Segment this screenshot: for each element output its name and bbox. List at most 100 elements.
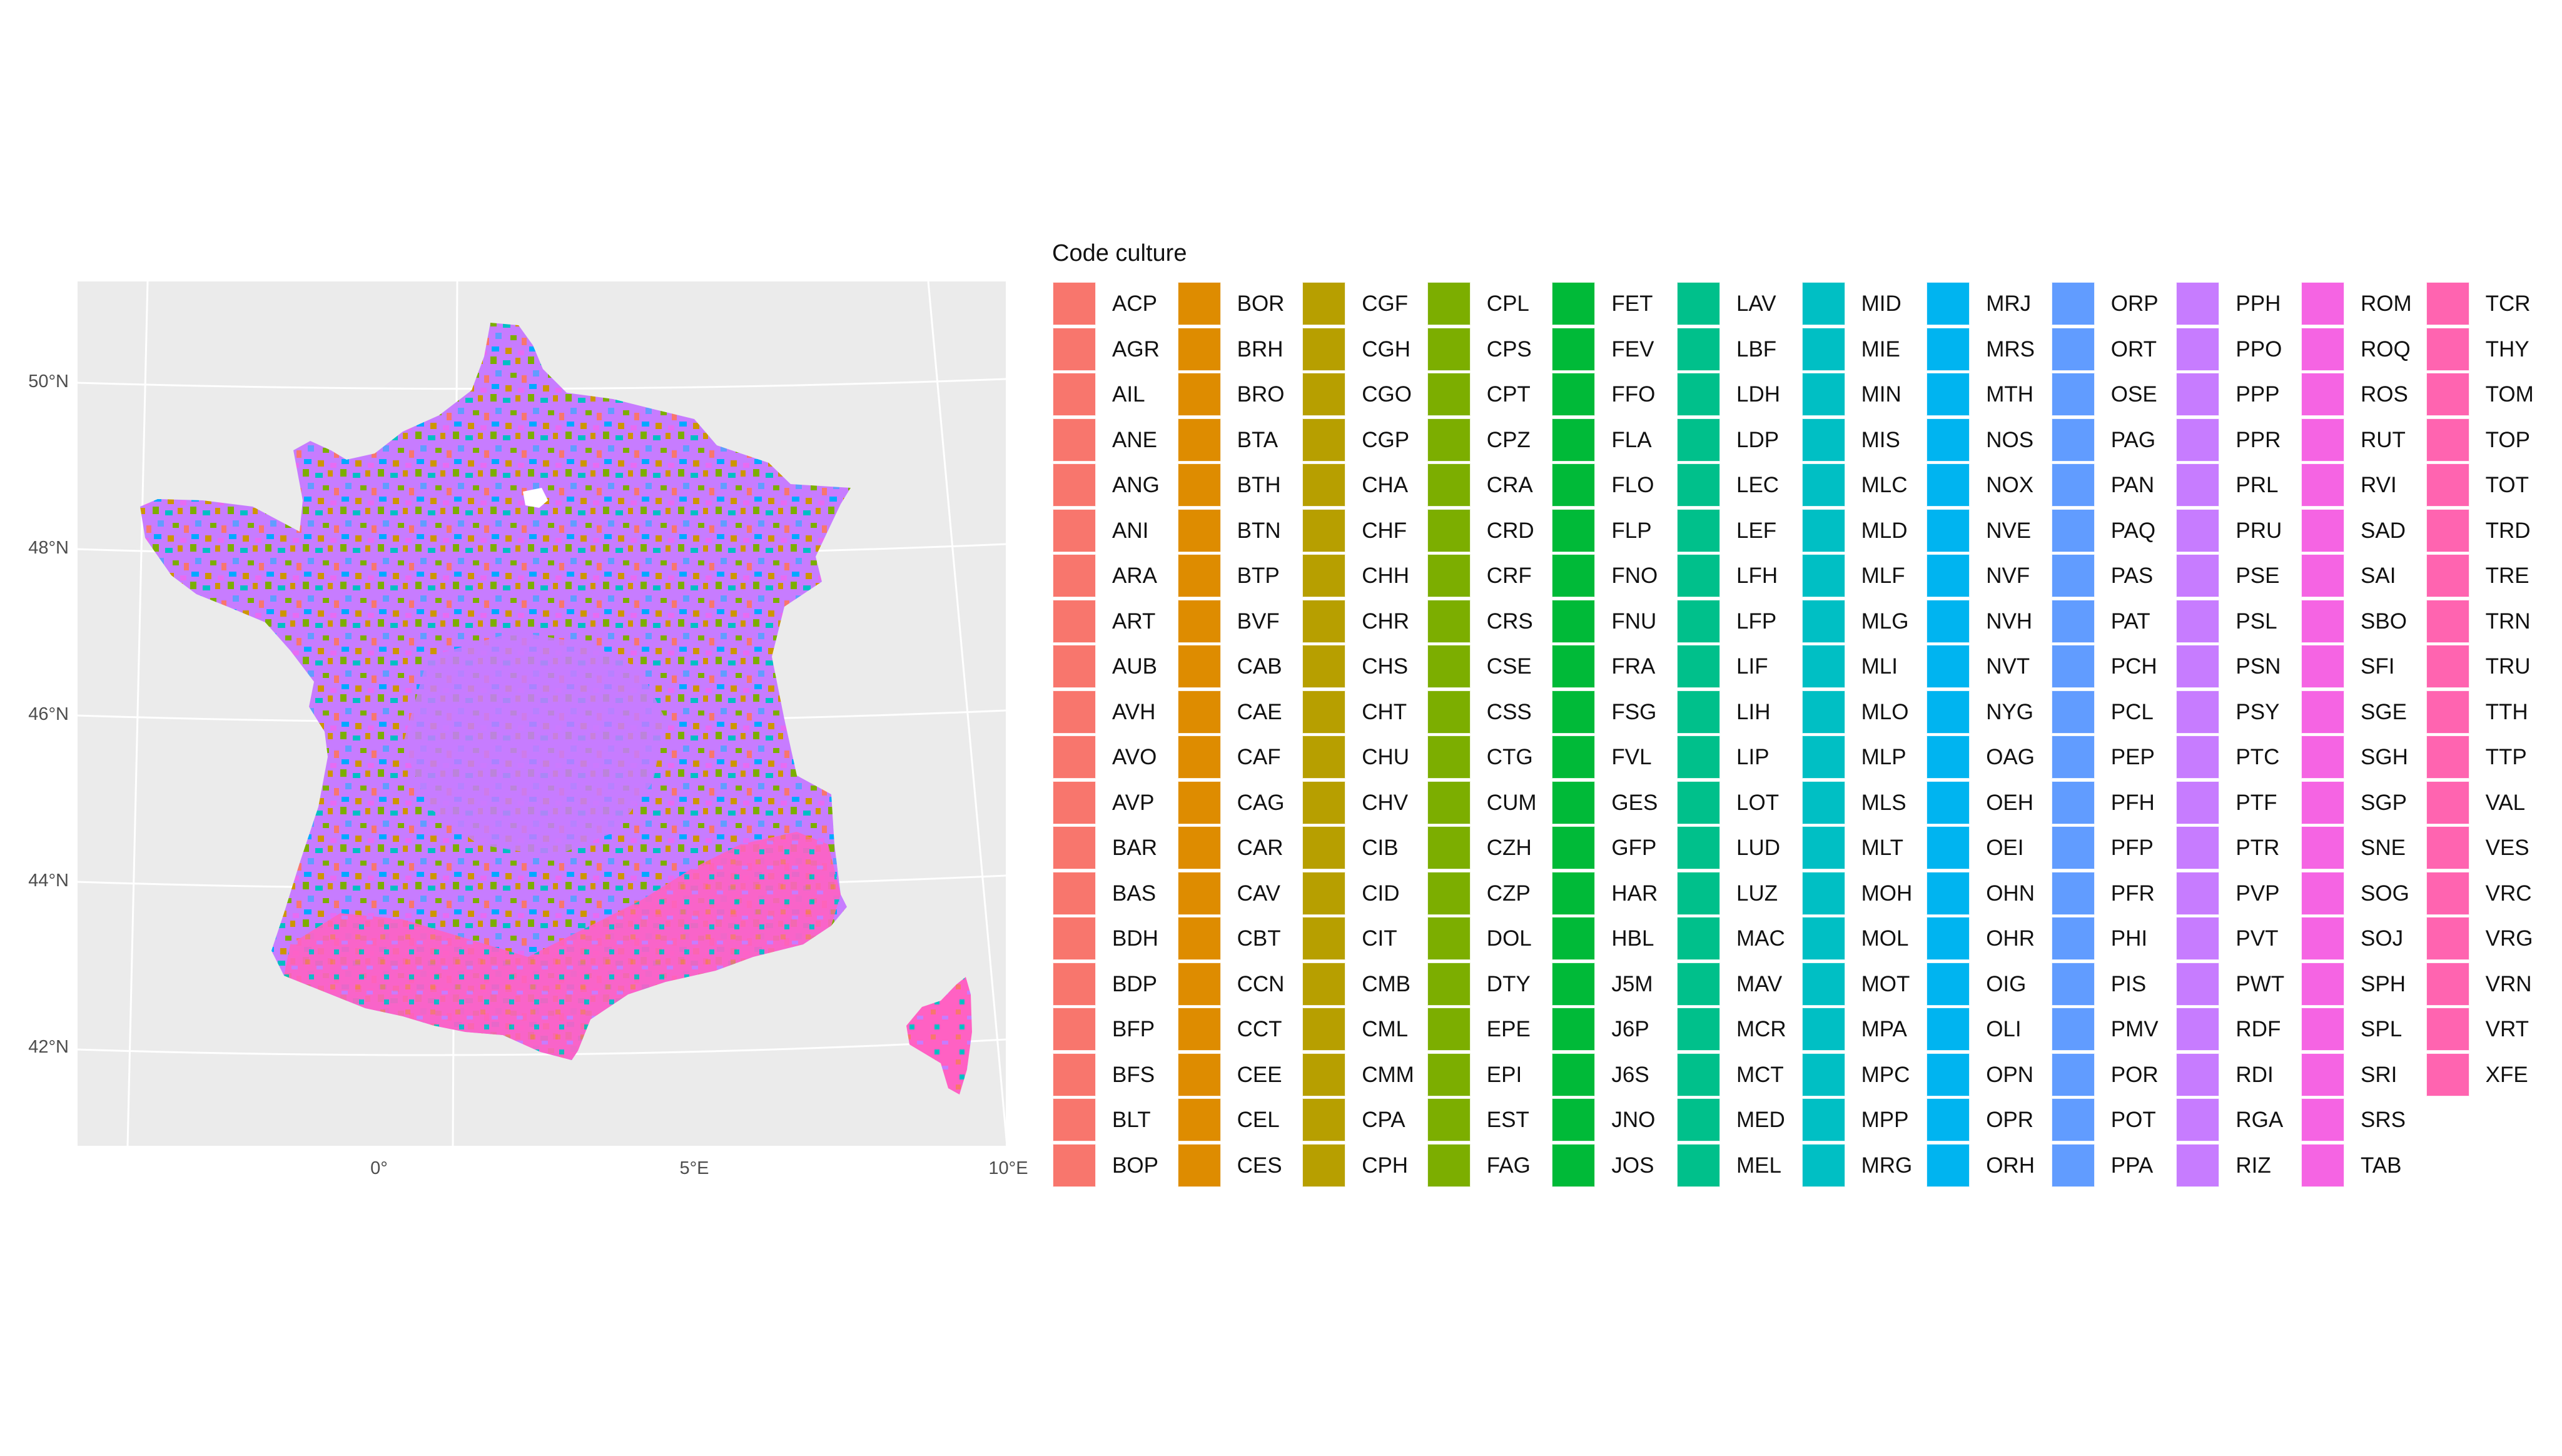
legend-key-epi <box>1427 1053 1471 1096</box>
legend-key-ces <box>1177 1143 1221 1187</box>
legend-key-cmm <box>1302 1053 1346 1096</box>
legend-label-bta: BTA <box>1237 427 1278 452</box>
legend-label-ptr: PTR <box>2235 836 2280 860</box>
legend-label-tre: TRE <box>2485 564 2529 588</box>
corsica <box>906 977 972 1095</box>
legend-key-pfr <box>2051 871 2095 915</box>
legend-label-nyg: NYG <box>1986 699 2034 724</box>
legend-key-pot <box>2051 1098 2095 1141</box>
legend-label-mcr: MCR <box>1736 1017 1786 1041</box>
legend-label-pse: PSE <box>2235 564 2280 588</box>
legend-label-mlc: MLC <box>1861 473 1908 497</box>
legend-label-por: POR <box>2110 1062 2159 1087</box>
legend-label-sbo: SBO <box>2361 609 2407 634</box>
legend-label-acp: ACP <box>1112 291 1157 316</box>
legend-label-ptf: PTF <box>2235 790 2277 815</box>
legend-label-tot: TOT <box>2485 473 2529 497</box>
legend-key-mlp <box>1801 736 1845 779</box>
legend-key-agr <box>1053 327 1096 371</box>
legend-key-nvt <box>1927 645 1970 688</box>
legend-label-bop: BOP <box>1112 1153 1158 1178</box>
legend-label-tth: TTH <box>2485 699 2528 724</box>
legend-key-ptc <box>2176 736 2220 779</box>
legend-label-fag: FAG <box>1486 1153 1531 1178</box>
legend-key-tcr <box>2426 282 2469 325</box>
legend-label-jos: JOS <box>1611 1153 1654 1178</box>
legend-key-cse <box>1427 645 1471 688</box>
legend-key-pru <box>2176 508 2220 552</box>
map-panel <box>78 281 1006 1146</box>
legend-key-fla <box>1552 418 1596 462</box>
legend-key-cee <box>1177 1053 1221 1096</box>
legend-key-mie <box>1801 327 1845 371</box>
legend-key-bop <box>1053 1143 1096 1187</box>
legend-label-oag: OAG <box>1986 745 2035 769</box>
legend-key-mls <box>1801 781 1845 824</box>
legend-key-flo <box>1552 463 1596 507</box>
legend-key-ohn <box>1927 871 1970 915</box>
legend-label-lfh: LFH <box>1736 564 1778 588</box>
legend-label-cht: CHT <box>1362 699 1407 724</box>
legend-key-pvp <box>2176 871 2220 915</box>
legend-key-opr <box>1927 1098 1970 1141</box>
legend-key-lif <box>1677 645 1720 688</box>
legend-key-lfh <box>1677 554 1720 597</box>
legend-label-cpt: CPT <box>1486 382 1531 407</box>
legend-key-cel <box>1177 1098 1221 1141</box>
legend-key-sge <box>2301 690 2344 734</box>
legend-key-lef <box>1677 508 1720 552</box>
legend-key-pfh <box>2051 781 2095 824</box>
legend-key-bth <box>1177 463 1221 507</box>
legend-key-nve <box>1927 508 1970 552</box>
legend-label-cgf: CGF <box>1362 291 1409 316</box>
legend-label-pas: PAS <box>2110 564 2154 588</box>
legend-label-ctg: CTG <box>1486 745 1533 769</box>
legend-label-bro: BRO <box>1237 382 1285 407</box>
legend-key-sbo <box>2301 599 2344 643</box>
legend-label-mlf: MLF <box>1861 564 1905 588</box>
legend-label-thy: THY <box>2485 336 2529 361</box>
legend-label-fvl: FVL <box>1611 745 1652 769</box>
legend-key-cpa <box>1302 1098 1346 1141</box>
legend-label-vrc: VRC <box>2485 881 2532 906</box>
legend-label-chh: CHH <box>1362 564 1410 588</box>
legend-key-ane <box>1053 418 1096 462</box>
legend-label-ffo: FFO <box>1611 382 1656 407</box>
legend-key-cml <box>1302 1008 1346 1051</box>
central-region <box>403 632 666 857</box>
legend-key-psn <box>2176 645 2220 688</box>
legend-label-cse: CSE <box>1486 654 1532 679</box>
legend-key-mac <box>1677 917 1720 960</box>
legend-label-ppp: PPP <box>2235 382 2280 407</box>
legend-key-pph <box>2176 282 2220 325</box>
legend-key-bfs <box>1053 1053 1096 1096</box>
legend-key-lbf <box>1677 327 1720 371</box>
legend-key-bvf <box>1177 599 1221 643</box>
legend-label-cph: CPH <box>1362 1153 1409 1178</box>
legend-label-sph: SPH <box>2361 971 2406 996</box>
legend-label-sfi: SFI <box>2361 654 2395 679</box>
legend-key-jos <box>1552 1143 1596 1187</box>
legend-key-dty <box>1427 962 1471 1006</box>
legend-label-ppo: PPO <box>2235 336 2282 361</box>
legend-label-ros: ROS <box>2361 382 2408 407</box>
legend-key-cgo <box>1302 373 1346 416</box>
legend-label-riz: RIZ <box>2235 1153 2271 1178</box>
legend-key-btp <box>1177 554 1221 597</box>
legend-label-cpa: CPA <box>1362 1108 1405 1132</box>
legend-label-chs: CHS <box>1362 654 1409 679</box>
legend-key-pan <box>2051 463 2095 507</box>
legend-label-sne: SNE <box>2361 836 2406 860</box>
legend-label-psl: PSL <box>2235 609 2277 634</box>
legend-label-dol: DOL <box>1486 926 1532 951</box>
legend-label-fev: FEV <box>1611 336 1654 361</box>
legend-key-est <box>1427 1098 1471 1141</box>
legend-label-css: CSS <box>1486 699 1532 724</box>
legend-label-hbl: HBL <box>1611 926 1654 951</box>
legend-key-oei <box>1927 826 1970 869</box>
legend-key-min <box>1801 373 1845 416</box>
legend-label-lud: LUD <box>1736 836 1781 860</box>
legend-key-bor <box>1177 282 1221 325</box>
legend-label-cae: CAE <box>1237 699 1282 724</box>
legend-key-mlo <box>1801 690 1845 734</box>
